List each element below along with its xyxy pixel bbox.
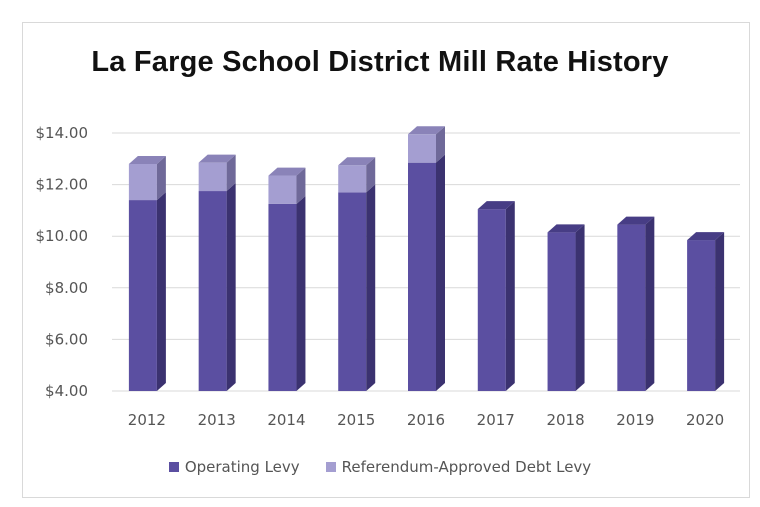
bar-operating-levy-side bbox=[226, 183, 236, 391]
bar-operating-levy-side bbox=[575, 224, 585, 391]
bar-debt-levy bbox=[128, 163, 157, 201]
y-axis-ticks: $4.00 $6.00 $8.00 $10.00 $12.00 $14.00 bbox=[36, 124, 89, 400]
bar-operating-levy-top bbox=[687, 232, 725, 241]
bar-operating-levy-side bbox=[505, 201, 515, 391]
y-tick-label: $12.00 bbox=[36, 176, 89, 194]
bar-debt-levy-side bbox=[156, 155, 166, 201]
x-tick-label: 2015 bbox=[337, 411, 375, 429]
legend-swatch-operating-levy bbox=[168, 462, 179, 472]
x-tick-label: 2016 bbox=[407, 411, 445, 429]
legend-item-operating-levy: Operating Levy bbox=[168, 458, 300, 476]
x-tick-label: 2012 bbox=[128, 411, 166, 429]
bar-debt-levy-top bbox=[198, 154, 236, 163]
bar-operating-levy-top bbox=[617, 216, 655, 225]
bar-operating-levy-top bbox=[477, 201, 515, 210]
y-tick-label: $4.00 bbox=[45, 382, 88, 400]
x-axis-ticks: 2012 2013 2014 2015 2016 2017 2018 2019 2020 bbox=[128, 411, 724, 429]
y-tick-label: $10.00 bbox=[36, 227, 89, 245]
bar-debt-levy bbox=[408, 134, 436, 163]
bar-operating-levy bbox=[338, 192, 367, 391]
y-tick-label: $6.00 bbox=[45, 330, 88, 348]
x-tick-label: 2018 bbox=[546, 411, 584, 429]
bar-debt-levy-side bbox=[296, 167, 306, 204]
x-tick-label: 2019 bbox=[616, 411, 654, 429]
bar-operating-levy-side bbox=[645, 216, 655, 391]
bar-operating-levy bbox=[128, 200, 157, 391]
bar-operating-levy bbox=[617, 224, 646, 391]
legend-label-operating-levy: Operating Levy bbox=[184, 458, 300, 476]
chart-title: La Farge School District Mill Rate Histo… bbox=[91, 46, 669, 78]
legend: Operating Levy Referendum-Approved Debt … bbox=[0, 458, 760, 476]
bar-operating-levy bbox=[198, 191, 227, 391]
bar-operating-levy-side bbox=[296, 195, 306, 391]
bar-debt-levy-top bbox=[128, 155, 166, 164]
bar-operating-levy bbox=[268, 203, 297, 391]
bar-debt-levy-side bbox=[226, 154, 236, 192]
bar-debt-levy-side bbox=[366, 157, 376, 193]
x-tick-label: 2014 bbox=[267, 411, 305, 429]
x-tick-label: 2020 bbox=[686, 411, 724, 429]
bar-operating-levy-side bbox=[156, 192, 166, 391]
legend-label-debt-levy: Referendum-Approved Debt Levy bbox=[341, 458, 592, 476]
legend-swatch-debt-levy bbox=[325, 462, 336, 472]
bar-operating-levy-side bbox=[366, 184, 376, 391]
bar-operating-levy-top bbox=[547, 224, 585, 233]
legend-item-debt-levy: Referendum-Approved Debt Levy bbox=[325, 458, 592, 476]
bar-operating-levy bbox=[408, 162, 436, 391]
bar-debt-levy bbox=[268, 175, 297, 204]
y-tick-label: $8.00 bbox=[45, 279, 88, 297]
bar-operating-levy bbox=[547, 232, 576, 391]
bars bbox=[128, 126, 725, 391]
bar-operating-levy-side bbox=[715, 232, 725, 391]
bar-debt-levy-side bbox=[436, 126, 445, 163]
x-tick-label: 2017 bbox=[477, 411, 515, 429]
x-tick-label: 2013 bbox=[198, 411, 236, 429]
bar-debt-levy-top bbox=[268, 167, 306, 176]
y-tick-label: $14.00 bbox=[36, 124, 89, 142]
bar-debt-levy-top bbox=[338, 157, 376, 166]
bar-debt-levy-top bbox=[408, 126, 445, 135]
bar-debt-levy bbox=[338, 165, 367, 193]
bar-operating-levy bbox=[687, 240, 716, 391]
bar-debt-levy bbox=[198, 162, 227, 192]
bar-operating-levy-side bbox=[436, 154, 445, 391]
bar-operating-levy bbox=[477, 209, 506, 391]
